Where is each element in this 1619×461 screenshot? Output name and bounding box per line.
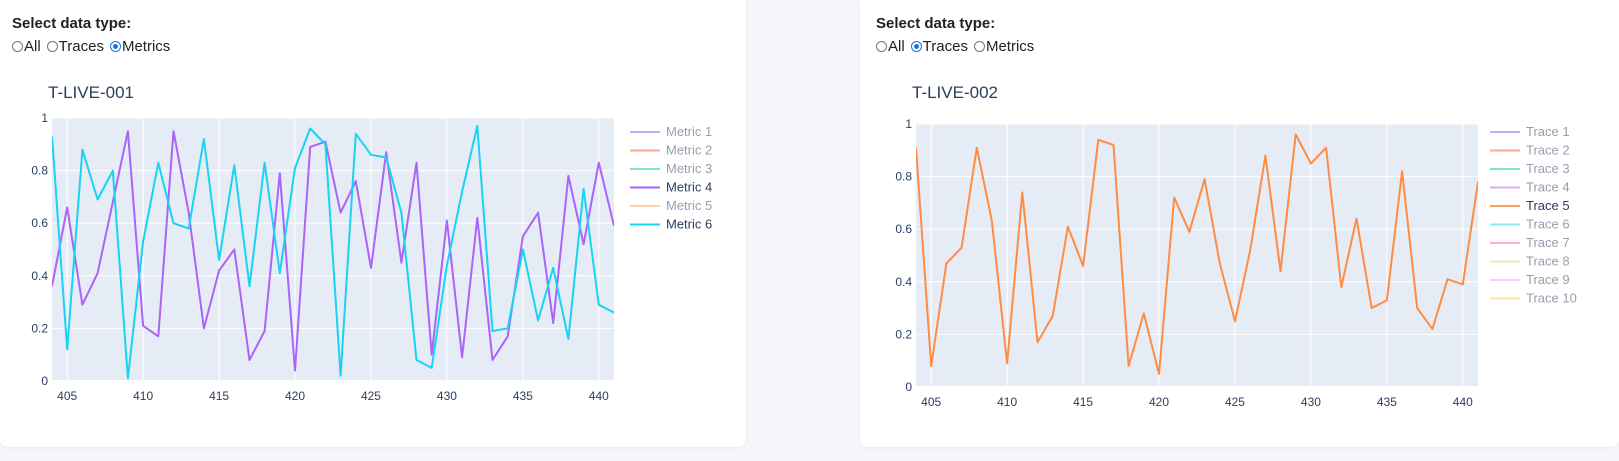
legend-item-metric-4[interactable]: Metric 4: [630, 180, 712, 195]
x-tick-label: 405: [921, 395, 941, 409]
y-tick-label: 1: [905, 117, 912, 131]
x-tick-label: 405: [57, 389, 77, 403]
x-tick-label: 425: [361, 389, 381, 403]
series-line-trace-5[interactable]: [916, 133, 1478, 375]
radio-circle-metrics[interactable]: [109, 41, 121, 52]
x-tick-label: 435: [1377, 395, 1397, 409]
radio-label-all: All: [24, 38, 41, 55]
legend-label: Trace 7: [1526, 235, 1570, 250]
radio-label-traces: Traces: [922, 38, 968, 55]
x-tick-label: 425: [1225, 395, 1245, 409]
radio-circle-metrics[interactable]: [973, 41, 985, 52]
panel-left: Select data type: All Traces Metrics T-L…: [0, 0, 746, 447]
x-tick-label: 440: [589, 389, 609, 403]
legend-item-metric-3[interactable]: Metric 3: [630, 161, 712, 176]
x-tick-label: 410: [997, 395, 1017, 409]
y-tick-label: 0.2: [31, 321, 48, 335]
legend-item-trace-7[interactable]: Trace 7: [1490, 235, 1570, 250]
legend: Trace 1 Trace 2 Trace 3 Trace 4 Trace 5 Trace…: [1490, 124, 1577, 306]
radio-label-traces: Traces: [58, 38, 104, 55]
radio-circle-traces[interactable]: [46, 41, 58, 52]
x-tick-label: 430: [1301, 395, 1321, 409]
x-tick-label: 420: [1149, 395, 1169, 409]
y-tick-label: 0.6: [895, 222, 912, 236]
legend-item-metric-2[interactable]: Metric 2: [630, 143, 712, 158]
data-type-radio-group: All Traces Metrics: [12, 38, 176, 55]
radio-option-metrics[interactable]: Metrics: [109, 38, 171, 55]
legend-label: Metric 6: [666, 217, 712, 232]
y-tick-label: 0.4: [895, 275, 912, 289]
legend-item-trace-2[interactable]: Trace 2: [1490, 143, 1570, 158]
legend-label: Trace 3: [1526, 161, 1570, 176]
legend-item-metric-5[interactable]: Metric 5: [630, 198, 712, 213]
legend-item-trace-5[interactable]: Trace 5: [1490, 198, 1570, 213]
radio-option-metrics[interactable]: Metrics: [973, 38, 1035, 55]
x-tick-label: 420: [285, 389, 305, 403]
radio-option-traces[interactable]: Traces: [910, 38, 968, 55]
y-tick-label: 0.4: [31, 269, 48, 283]
x-tick-label: 410: [133, 389, 153, 403]
data-type-radio-group: All Traces Metrics: [876, 38, 1040, 55]
radio-label-metrics: Metrics: [985, 38, 1035, 55]
radio-option-all[interactable]: All: [876, 38, 905, 55]
select-data-type-label: Select data type:: [876, 15, 996, 32]
legend-label: Trace 10: [1526, 291, 1577, 306]
legend-item-trace-4[interactable]: Trace 4: [1490, 180, 1570, 195]
chart-title: T-LIVE-001: [48, 83, 134, 102]
x-tick-label: 440: [1453, 395, 1473, 409]
legend-label: Trace 8: [1526, 254, 1570, 269]
legend-item-trace-3[interactable]: Trace 3: [1490, 161, 1570, 176]
legend-label: Trace 5: [1526, 198, 1570, 213]
y-tick-label: 0.6: [31, 216, 48, 230]
y-tick-label: 0.8: [895, 170, 912, 184]
chart-t-live-001[interactable]: T-LIVE-001 405 410 415 420 425 430 435 440 0 0.2 0.…: [0, 60, 746, 410]
panel-right: Select data type: All Traces Metrics T-L…: [860, 0, 1619, 447]
radio-option-all[interactable]: All: [12, 38, 41, 55]
x-tick-label: 435: [513, 389, 533, 403]
legend-item-trace-8[interactable]: Trace 8: [1490, 254, 1570, 269]
legend-item-trace-9[interactable]: Trace 9: [1490, 272, 1570, 287]
radio-circle-traces[interactable]: [910, 41, 922, 52]
legend-label: Metric 3: [666, 161, 712, 176]
legend-label: Trace 4: [1526, 180, 1570, 195]
y-tick-label: 0: [905, 380, 912, 394]
legend-item-metric-1[interactable]: Metric 1: [630, 124, 712, 139]
legend-label: Metric 1: [666, 124, 712, 139]
y-tick-label: 0: [41, 374, 48, 388]
legend-label: Metric 4: [666, 180, 712, 195]
x-tick-label: 430: [437, 389, 457, 403]
y-tick-label: 0.8: [31, 164, 48, 178]
legend-label: Trace 6: [1526, 217, 1570, 232]
radio-option-traces[interactable]: Traces: [46, 38, 104, 55]
legend-item-trace-1[interactable]: Trace 1: [1490, 124, 1570, 139]
radio-label-metrics: Metrics: [121, 38, 171, 55]
chart-title: T-LIVE-002: [912, 83, 998, 102]
x-tick-label: 415: [1073, 395, 1093, 409]
series-line-metric-6[interactable]: [52, 124, 614, 380]
legend-item-metric-6[interactable]: Metric 6: [630, 217, 712, 232]
legend-item-trace-10[interactable]: Trace 10: [1490, 291, 1577, 306]
legend-label: Metric 2: [666, 143, 712, 158]
gridlines: [916, 123, 1478, 388]
plot-area[interactable]: [916, 124, 1478, 387]
y-tick-label: 0.2: [895, 327, 912, 341]
y-tick-label: 1: [41, 111, 48, 125]
legend-label: Trace 2: [1526, 143, 1570, 158]
x-tick-label: 415: [209, 389, 229, 403]
radio-circle-all[interactable]: [876, 41, 887, 52]
legend: Metric 1 Metric 2 Metric 3 Metric 4 Metric 5…: [630, 124, 712, 232]
series-line-metric-4[interactable]: [52, 130, 614, 372]
legend-label: Trace 9: [1526, 272, 1570, 287]
chart-t-live-002[interactable]: T-LIVE-002 405 410 415 420 425 430 435 440 0 0.2 0.…: [860, 60, 1619, 410]
legend-item-trace-6[interactable]: Trace 6: [1490, 217, 1570, 232]
legend-label: Metric 5: [666, 198, 712, 213]
legend-label: Trace 1: [1526, 124, 1570, 139]
radio-label-all: All: [888, 38, 905, 55]
radio-circle-all[interactable]: [12, 41, 23, 52]
select-data-type-label: Select data type:: [12, 15, 132, 32]
